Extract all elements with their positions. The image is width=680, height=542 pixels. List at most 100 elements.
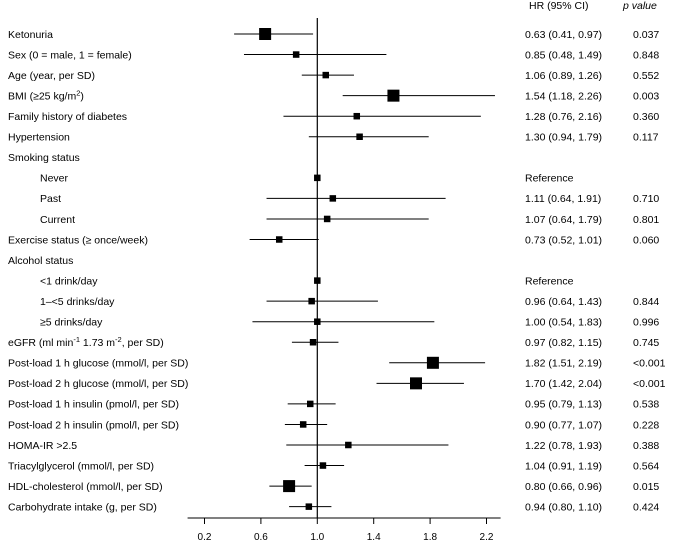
row-label: Hypertension xyxy=(8,132,70,144)
forest-row: Alcohol status xyxy=(8,255,73,267)
row-label: Post-load 1 h glucose (mmol/l, per SD) xyxy=(8,358,188,370)
row-label: Current xyxy=(40,214,75,226)
hr-point xyxy=(323,215,331,223)
hr-point xyxy=(387,89,400,102)
forest-row: Carbohydrate intake (g, per SD) 0.94 (0.8… xyxy=(8,501,659,513)
hr-ci-value: 1.82 (1.51, 2.19) xyxy=(525,358,602,370)
hr-ci-value: 0.90 (0.77, 1.07) xyxy=(525,419,602,431)
hr-point xyxy=(426,356,439,369)
row-label: Post-load 2 h insulin (pmol/l, per SD) xyxy=(8,419,179,431)
hr-ci-value: 0.97 (0.82, 1.15) xyxy=(525,337,602,349)
hr-ci-value: 1.00 (0.54, 1.83) xyxy=(525,317,602,329)
hr-ci-value: 0.96 (0.64, 1.43) xyxy=(525,296,602,308)
p-value: 0.848 xyxy=(633,49,659,61)
forest-row: eGFR (ml min-1 1.73 m-2, per SD) 0.97 (0.… xyxy=(8,335,659,350)
row-label: Past xyxy=(40,193,61,205)
hr-ci-value: 1.04 (0.91, 1.19) xyxy=(525,460,602,472)
forest-row: Triacylglycerol (mmol/l, per SD) 1.04 (0.… xyxy=(8,460,659,472)
p-value: 0.745 xyxy=(633,337,659,349)
forest-row: Ketonuria 0.63 (0.41, 0.97) 0.037 xyxy=(8,28,659,41)
forest-row: Sex (0 = male, 1 = female) 0.85 (0.48, 1.… xyxy=(8,49,659,61)
p-value-column-header: p value xyxy=(622,0,657,12)
hr-ci-value: 1.70 (1.42, 2.04) xyxy=(525,378,602,390)
x-tick-label: 2.2 xyxy=(480,532,494,542)
hr-point xyxy=(292,51,300,58)
hr-point xyxy=(307,400,314,408)
p-value: <0.001 xyxy=(633,358,666,370)
hr-column-header: HR (95% CI) xyxy=(529,0,589,12)
row-label: Family history of diabetes xyxy=(8,111,127,123)
hr-point xyxy=(259,28,272,40)
forest-row: Age (year, per SD) 1.06 (0.89, 1.26) 0.552 xyxy=(8,70,659,82)
p-value: 0.424 xyxy=(633,501,659,513)
hr-ci-value: 0.94 (0.80, 1.10) xyxy=(525,501,602,513)
x-tick-label: 0.2 xyxy=(198,532,212,542)
hr-ci-value: 1.07 (0.64, 1.79) xyxy=(525,214,602,226)
forest-row: Hypertension 1.30 (0.94, 1.79) 0.117 xyxy=(8,132,659,144)
p-value: 0.538 xyxy=(633,399,659,411)
hr-point xyxy=(345,441,352,449)
p-value: 0.117 xyxy=(633,132,659,144)
hr-ci-value: 1.28 (0.76, 2.16) xyxy=(525,111,602,123)
x-tick-label: 1.0 xyxy=(310,532,324,542)
forest-row: Family history of diabetes 1.28 (0.76, 2.… xyxy=(8,111,659,123)
p-value: 0.552 xyxy=(633,70,659,82)
row-label: BMI (≥25 kg/m2) xyxy=(8,88,84,103)
row-label: Sex (0 = male, 1 = female) xyxy=(8,49,132,61)
p-value: 0.388 xyxy=(633,440,659,452)
hr-point xyxy=(309,339,317,346)
hr-point xyxy=(353,112,361,120)
forest-row: Current 1.07 (0.64, 1.79) 0.801 xyxy=(40,214,659,226)
hr-point xyxy=(308,297,315,305)
forest-row: ≥5 drinks/day 1.00 (0.54, 1.83) 0.996 xyxy=(40,317,659,329)
hr-ci-value: 0.95 (0.79, 1.13) xyxy=(525,399,602,411)
row-label: ≥5 drinks/day xyxy=(40,317,103,329)
hr-ci-value: 1.22 (0.78, 1.93) xyxy=(525,440,602,452)
p-value: 0.060 xyxy=(633,234,659,246)
row-label: <1 drink/day xyxy=(40,275,98,287)
hr-ci-value: 1.54 (1.18, 2.26) xyxy=(525,90,602,102)
row-label: Alcohol status xyxy=(8,255,73,267)
forest-row: HOMA-IR >2.5 1.22 (0.78, 1.93) 0.388 xyxy=(8,440,659,452)
row-label: eGFR (ml min-1 1.73 m-2, per SD) xyxy=(8,335,164,350)
p-value: 0.844 xyxy=(633,296,659,308)
p-value: 0.801 xyxy=(633,214,659,226)
p-value: 0.037 xyxy=(633,29,659,41)
row-label: Exercise status (≥ once/week) xyxy=(8,234,148,246)
forest-row: HDL-cholesterol (mmol/l, per SD) 0.80 (0.… xyxy=(8,480,659,493)
hr-ci-value: Reference xyxy=(525,275,574,287)
hr-ci-value: 0.85 (0.48, 1.49) xyxy=(525,49,602,61)
p-value: 0.015 xyxy=(633,481,659,493)
p-value: <0.001 xyxy=(633,378,666,390)
p-value: 0.996 xyxy=(633,317,659,329)
row-label: Triacylglycerol (mmol/l, per SD) xyxy=(8,460,154,472)
forest-row: Smoking status xyxy=(8,152,80,164)
forest-row: Post-load 2 h insulin (pmol/l, per SD) 0.… xyxy=(8,419,659,431)
hr-point xyxy=(275,236,283,243)
hr-ci-value: Reference xyxy=(525,173,574,185)
p-value: 0.003 xyxy=(633,90,659,102)
hr-point xyxy=(299,421,307,428)
row-label: Age (year, per SD) xyxy=(8,70,95,82)
row-label: Carbohydrate intake (g, per SD) xyxy=(8,501,157,513)
hr-ci-value: 1.30 (0.94, 1.79) xyxy=(525,132,602,144)
row-label: HOMA-IR >2.5 xyxy=(8,440,77,452)
row-label: HDL-cholesterol (mmol/l, per SD) xyxy=(8,481,163,493)
row-label: 1–<5 drinks/day xyxy=(40,296,115,308)
x-tick-label: 1.4 xyxy=(367,532,381,542)
hr-point xyxy=(305,503,313,510)
forest-row: Exercise status (≥ once/week) 0.73 (0.52,… xyxy=(8,234,659,246)
p-value: 0.360 xyxy=(633,111,659,123)
hr-point xyxy=(283,480,296,493)
hr-ci-value: 0.80 (0.66, 0.96) xyxy=(525,481,602,493)
forest-row: <1 drink/day Reference xyxy=(40,275,574,287)
forest-row: 1–<5 drinks/day 0.96 (0.64, 1.43) 0.844 xyxy=(40,296,659,308)
hr-ci-value: 0.63 (0.41, 0.97) xyxy=(525,29,602,41)
hr-point xyxy=(356,133,363,140)
row-label: Ketonuria xyxy=(8,29,53,41)
x-tick-label: 1.8 xyxy=(423,532,437,542)
row-label: Post-load 2 h glucose (mmol/l, per SD) xyxy=(8,378,188,390)
row-label: Smoking status xyxy=(8,152,80,164)
forest-row: BMI (≥25 kg/m2) 1.54 (1.18, 2.26) 0.003 xyxy=(8,88,659,103)
